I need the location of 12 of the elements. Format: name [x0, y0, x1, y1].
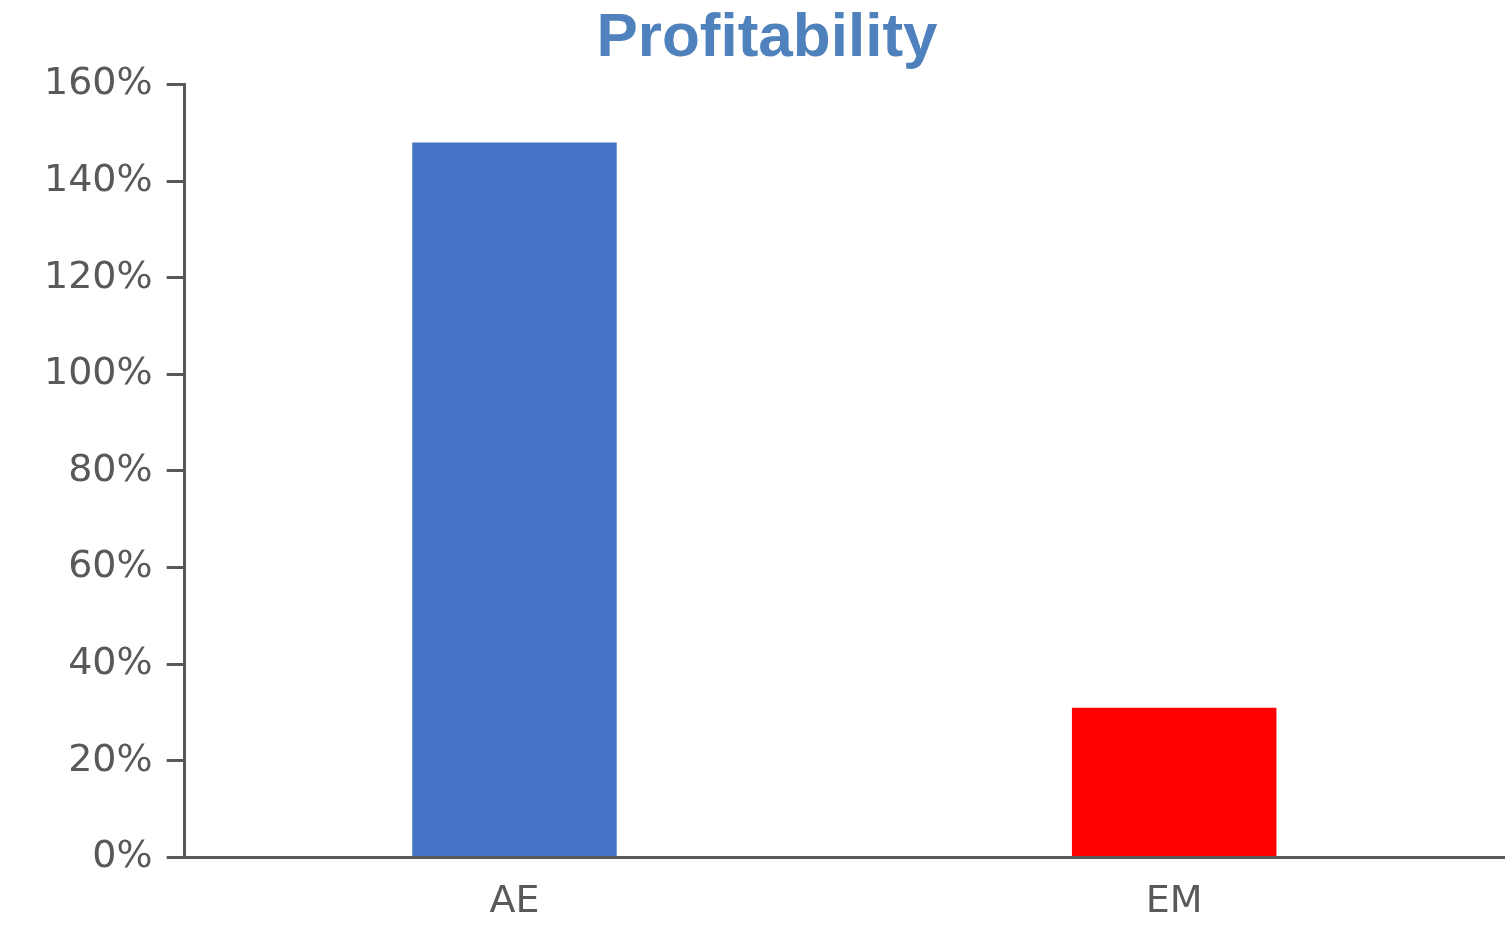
y-tick-label: 80%	[68, 445, 153, 490]
y-tick-label: 60%	[68, 542, 153, 587]
y-tick-label: 120%	[44, 252, 153, 297]
y-tick-label: 20%	[68, 735, 153, 780]
y-tick-label: 100%	[44, 349, 153, 394]
y-tick-label: 40%	[68, 639, 153, 684]
y-tick-label: 0%	[92, 832, 153, 877]
chart-title: Profitability	[596, 0, 939, 70]
x-tick-label: AE	[489, 877, 540, 922]
y-tick-label: 140%	[44, 155, 153, 200]
y-tick-label: 160%	[44, 59, 153, 104]
x-tick-label: EM	[1145, 877, 1203, 922]
